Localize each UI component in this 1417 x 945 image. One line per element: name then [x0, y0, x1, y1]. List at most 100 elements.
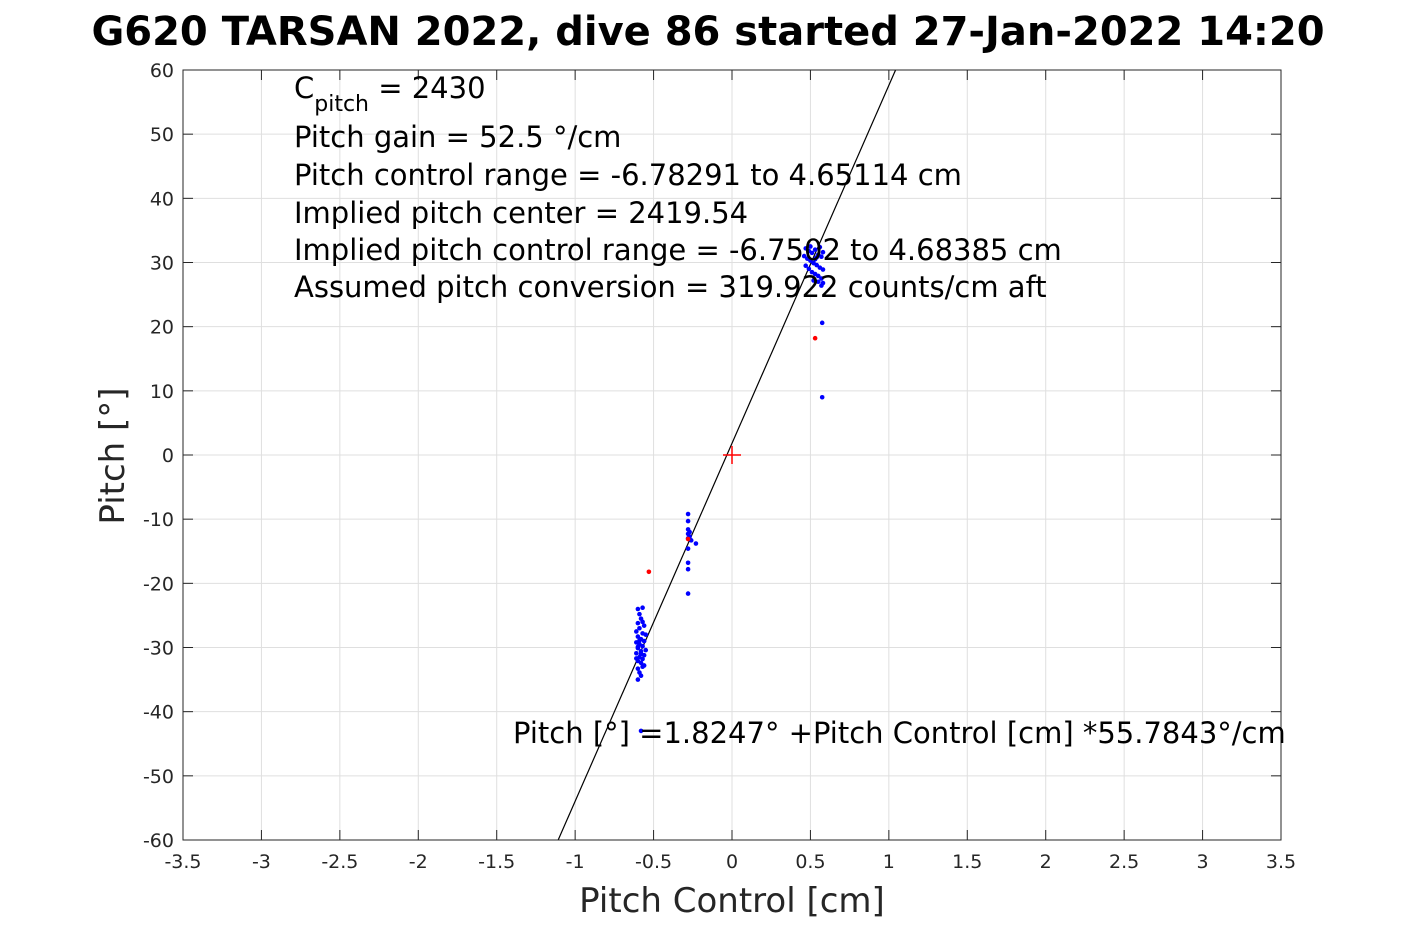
- data-point: [637, 611, 642, 617]
- y-tick-label: 0: [162, 445, 174, 467]
- data-point: [634, 629, 639, 634]
- x-tick-label: -1.5: [478, 851, 515, 873]
- data-point: [685, 511, 691, 517]
- data-point: [685, 546, 691, 551]
- data-point: [635, 634, 641, 639]
- annotation-block: Cpitch = 2430 Pitch gain = 52.5 °/cm Pit…: [294, 71, 1062, 304]
- data-point: [685, 560, 691, 566]
- data-point: [638, 651, 644, 657]
- data-point: [640, 643, 645, 649]
- x-tick-label: -2.5: [321, 851, 358, 873]
- data-point: [685, 591, 691, 596]
- implied-pitch-control-range-annotation: Implied pitch control range = -6.7502 to…: [294, 233, 1062, 267]
- y-tick-label: -10: [143, 509, 174, 531]
- data-point: [641, 623, 647, 628]
- series-outliers: [646, 335, 818, 575]
- data-point: [820, 249, 826, 255]
- y-tick-label: -60: [143, 830, 174, 852]
- data-point: [801, 253, 807, 259]
- data-point: [819, 394, 825, 400]
- data-point: [814, 262, 820, 268]
- data-point: [635, 677, 641, 682]
- data-point: [635, 666, 641, 671]
- data-point: [638, 673, 644, 679]
- data-point: [819, 283, 824, 288]
- x-tick-label: 1.5: [952, 851, 982, 873]
- y-tick-label: -30: [143, 638, 174, 660]
- x-tick-label: 1: [883, 851, 895, 873]
- data-point: [819, 276, 824, 281]
- x-tick-label: -3.5: [164, 851, 201, 873]
- y-tick-label: -20: [143, 573, 174, 595]
- y-tick-label: 40: [150, 188, 174, 210]
- data-points: [634, 244, 826, 734]
- y-tick-label: 20: [150, 317, 174, 339]
- data-point: [643, 647, 649, 653]
- x-tick-label: 0: [726, 851, 738, 873]
- data-point: [819, 320, 825, 326]
- data-point: [815, 273, 821, 279]
- data-point: [638, 728, 644, 734]
- x-tick-label: 2.5: [1109, 851, 1139, 873]
- y-tick-label: 60: [150, 60, 174, 82]
- x-tick-label: -2: [409, 851, 428, 873]
- data-point: [643, 632, 649, 637]
- c-pitch-subscript: pitch: [314, 92, 369, 117]
- data-point: [640, 605, 645, 611]
- x-tick-label: 2: [1040, 851, 1052, 873]
- x-axis-ticks: -3.5 -3 -2.5 -2 -1.5 -1 -0.5 0 0.5 1 1.5 2 2.5 3 3.5: [164, 70, 1296, 873]
- data-point: [808, 258, 813, 263]
- x-tick-label: 3: [1197, 851, 1209, 873]
- c-pitch-symbol: C: [294, 71, 314, 105]
- y-tick-label: 30: [150, 253, 174, 275]
- pitch-control-range-annotation: Pitch control range = -6.78291 to 4.6511…: [294, 158, 962, 192]
- y-tick-label: -40: [143, 702, 174, 724]
- pitch-gain-annotation: Pitch gain = 52.5 °/cm: [294, 120, 621, 154]
- y-tick-label: -50: [143, 766, 174, 788]
- x-tick-label: -0.5: [635, 851, 672, 873]
- data-point: [806, 266, 812, 272]
- data-point: [685, 518, 691, 524]
- y-tick-label: 50: [150, 124, 174, 146]
- data-point: [693, 541, 699, 546]
- data-point: [635, 644, 641, 650]
- pitch-conversion-annotation: Assumed pitch conversion = 319.922 count…: [294, 270, 1047, 304]
- data-point: [819, 254, 824, 260]
- data-point: [637, 625, 642, 631]
- data-point: [646, 569, 652, 575]
- fit-equation-label: Pitch [°] =1.8247° +Pitch Control [cm] *…: [513, 716, 1286, 750]
- x-axis-label: Pitch Control [cm]: [579, 881, 885, 921]
- data-point: [803, 246, 809, 251]
- data-point: [808, 244, 813, 249]
- x-tick-label: 3.5: [1266, 851, 1296, 873]
- chart-title: G620 TARSAN 2022, dive 86 started 27-Jan…: [91, 9, 1324, 55]
- x-tick-label: 0.5: [795, 851, 825, 873]
- data-point: [812, 247, 818, 252]
- data-point: [634, 650, 639, 656]
- data-point: [685, 566, 691, 572]
- data-point: [640, 664, 645, 670]
- data-point: [809, 250, 815, 256]
- data-point: [803, 263, 809, 269]
- data-point: [640, 619, 645, 625]
- data-point: [641, 638, 647, 644]
- data-point: [812, 256, 818, 262]
- data-point: [638, 660, 644, 666]
- data-point: [685, 536, 691, 542]
- x-tick-label: -3: [252, 851, 271, 873]
- data-point: [637, 638, 642, 643]
- data-point: [635, 620, 641, 626]
- data-point: [635, 606, 641, 612]
- data-point: [811, 278, 816, 283]
- data-point: [820, 267, 826, 272]
- data-point: [815, 279, 821, 285]
- c-pitch-annotation: Cpitch = 2430: [294, 71, 486, 117]
- x-tick-label: -1: [566, 851, 585, 873]
- y-axis-ticks: 60 50 40 30 20 10 0 -10 -20 -30 -40 -50 -60: [143, 60, 1281, 852]
- data-point: [640, 656, 645, 662]
- data-point: [812, 335, 818, 341]
- implied-pitch-center-annotation: Implied pitch center = 2419.54: [294, 196, 748, 230]
- y-axis-label: Pitch [°]: [93, 387, 133, 524]
- c-pitch-value: = 2430: [369, 71, 486, 105]
